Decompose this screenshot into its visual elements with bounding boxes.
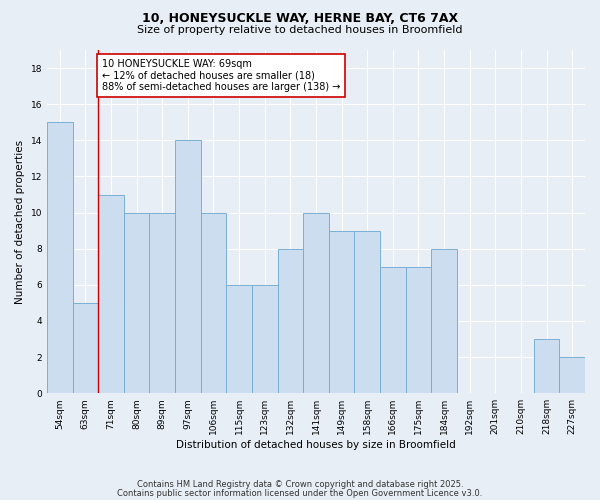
Text: 10 HONEYSUCKLE WAY: 69sqm
← 12% of detached houses are smaller (18)
88% of semi-: 10 HONEYSUCKLE WAY: 69sqm ← 12% of detac…	[102, 59, 340, 92]
Text: Size of property relative to detached houses in Broomfield: Size of property relative to detached ho…	[137, 25, 463, 35]
Bar	[534, 339, 559, 393]
Text: Contains public sector information licensed under the Open Government Licence v3: Contains public sector information licen…	[118, 488, 482, 498]
Bar	[73, 303, 98, 393]
Text: Contains HM Land Registry data © Crown copyright and database right 2025.: Contains HM Land Registry data © Crown c…	[137, 480, 463, 489]
Y-axis label: Number of detached properties: Number of detached properties	[15, 140, 25, 304]
Bar	[278, 248, 303, 393]
Bar	[226, 285, 252, 393]
X-axis label: Distribution of detached houses by size in Broomfield: Distribution of detached houses by size …	[176, 440, 456, 450]
Text: 10, HONEYSUCKLE WAY, HERNE BAY, CT6 7AX: 10, HONEYSUCKLE WAY, HERNE BAY, CT6 7AX	[142, 12, 458, 26]
Bar	[124, 212, 149, 393]
Bar	[559, 357, 585, 393]
Bar	[431, 248, 457, 393]
Bar	[252, 285, 278, 393]
Bar	[149, 212, 175, 393]
Bar	[98, 194, 124, 393]
Bar	[355, 230, 380, 393]
Bar	[175, 140, 200, 393]
Bar	[47, 122, 73, 393]
Bar	[380, 267, 406, 393]
Bar	[329, 230, 355, 393]
Bar	[406, 267, 431, 393]
Bar	[303, 212, 329, 393]
Bar	[200, 212, 226, 393]
